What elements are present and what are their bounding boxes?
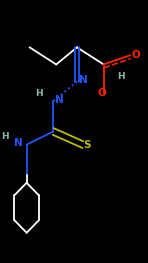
Text: N: N bbox=[55, 95, 64, 105]
Text: H: H bbox=[1, 132, 9, 141]
Text: N: N bbox=[14, 138, 23, 148]
Text: N: N bbox=[79, 75, 88, 85]
Text: H: H bbox=[35, 89, 43, 98]
Text: H: H bbox=[118, 72, 125, 81]
Text: O: O bbox=[98, 88, 107, 98]
Text: O: O bbox=[132, 50, 141, 60]
Text: S: S bbox=[84, 140, 91, 150]
